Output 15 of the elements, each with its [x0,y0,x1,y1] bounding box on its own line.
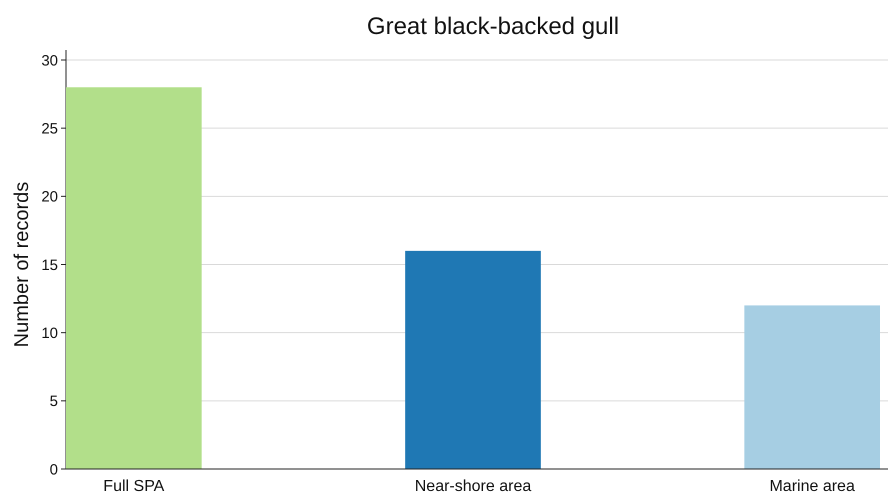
y-tick-label: 20 [41,188,58,206]
y-tick-label: 10 [41,324,58,342]
y-tick-label: 5 [50,393,58,410]
x-tick-label: Full SPA [103,478,165,495]
bar [66,87,202,469]
x-tick-label: Marine area [769,478,855,495]
y-axis-title: Number of records [11,182,33,348]
y-tick-label: 30 [41,52,58,70]
chart-title: Great black-backed gull [366,13,620,40]
y-tick-label: 25 [41,120,58,138]
y-tick-label: 0 [50,461,58,478]
x-tick-label: Near-shore area [414,478,532,495]
y-tick-label: 15 [41,256,58,274]
bar [405,250,541,469]
bar [744,305,880,469]
